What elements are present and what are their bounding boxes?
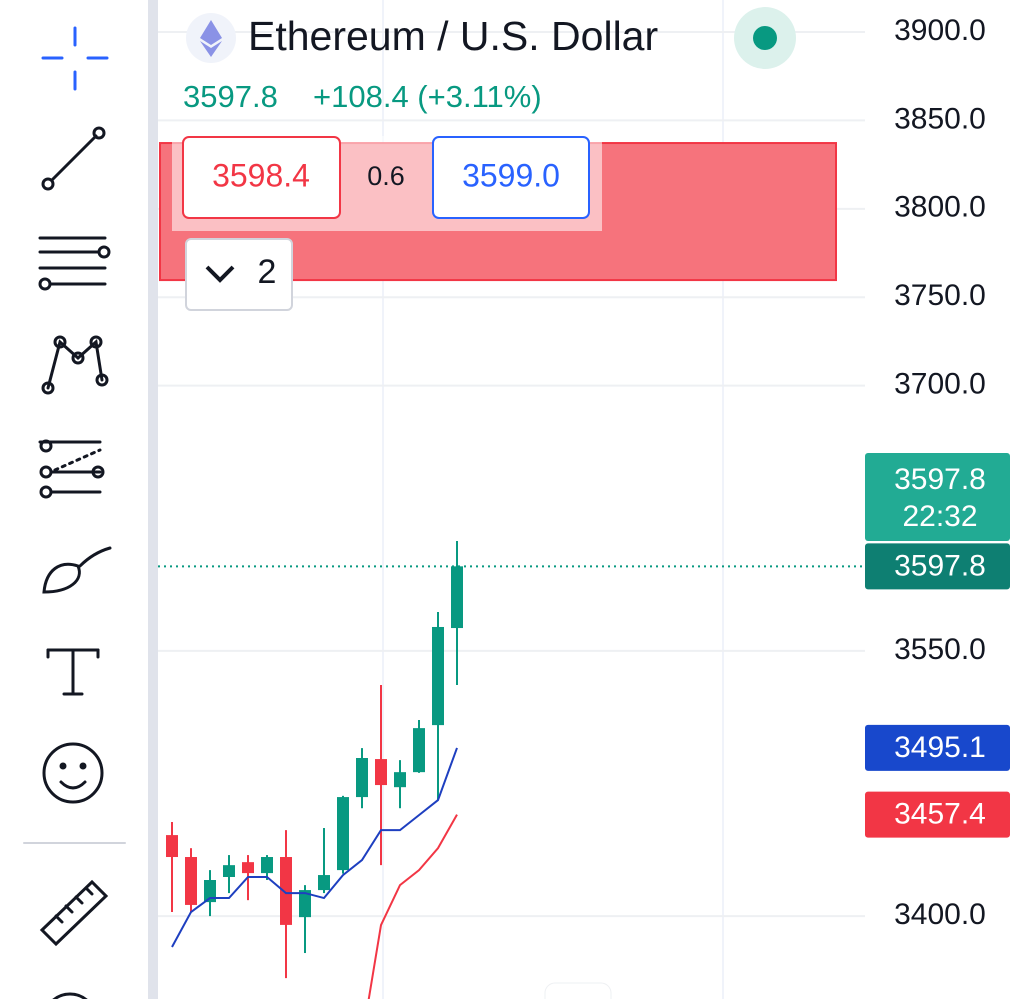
y-tick-label: 3550.0 [894,633,986,666]
y-tick-label: 3900.0 [894,14,986,47]
candle-body [204,880,216,903]
projection-tool[interactable] [38,439,105,499]
ma-value-label: 3495.1 [894,731,986,764]
ruler-tool[interactable] [39,879,109,947]
ma-line [171,747,458,948]
y-tick-label: 3700.0 [894,368,986,401]
candle-body [432,626,444,726]
scroll-button[interactable] [544,982,612,999]
toolbar [23,26,126,999]
price-marker-label: 3597.8 [894,549,986,582]
brush-tool[interactable] [42,546,112,594]
candle-body [318,875,330,891]
orders-toggle[interactable] [185,238,293,311]
market-status-dot [753,26,777,50]
ma-value-box [865,791,1010,838]
buy-button[interactable] [432,136,590,219]
price-change: +108.4 (+3.11%) [313,79,542,114]
candle-body [356,758,368,798]
candle-body [299,890,311,918]
countdown-label: 22:32 [902,500,977,533]
price-marker-box [865,543,1010,590]
text-tool[interactable] [46,648,100,696]
sell-price: 3598.4 [212,157,310,193]
last-price: 3597.8 [183,79,278,114]
buy-price: 3599.0 [462,157,560,193]
candle-body [375,759,387,786]
candle-body [280,857,292,925]
candle-body [413,728,425,773]
trendline-tool[interactable] [41,126,106,191]
candle-body [261,857,273,874]
price-axis: 3900.0 3850.0 3800.0 3750.0 3700.0 3550.0 3400… [865,14,1010,931]
ma-value-label: 3457.4 [894,798,986,831]
zoom-tool[interactable] [44,992,96,999]
plot [158,541,865,999]
eth-icon [200,20,222,57]
candle-body [166,835,178,858]
symbol-title: Ethereum / U.S. Dollar [248,13,658,59]
candle-body [394,772,406,788]
fib-tool[interactable] [38,236,111,291]
spread: 0.6 [367,161,405,191]
orders-count: 2 [258,253,277,291]
pattern-tool[interactable] [41,335,109,395]
y-tick-label: 3750.0 [894,279,986,312]
candle-body [451,566,463,629]
last-price-box [865,453,1010,541]
emoji-tool[interactable] [42,742,104,804]
y-tick-label: 3800.0 [894,191,986,224]
y-tick-label: 3850.0 [894,102,986,135]
candle-body [242,862,254,874]
candle-body [337,797,349,871]
ma-line [367,814,458,999]
toolbar-divider [148,0,158,999]
sell-button[interactable] [182,136,341,219]
candle-body [223,865,235,877]
crosshair-tool[interactable] [41,26,109,91]
last-price-label: 3597.8 [894,463,986,496]
ma-value-box [865,724,1010,771]
candle-body [185,857,197,905]
chevron-icon [205,265,235,283]
y-tick-label: 3400.0 [894,898,986,931]
